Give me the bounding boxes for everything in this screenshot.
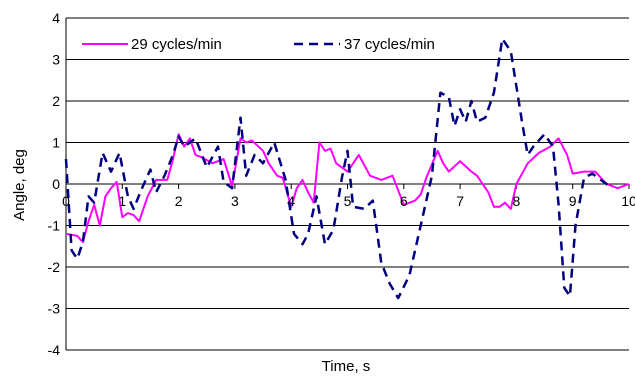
x-tick-label: 1 [118, 193, 126, 209]
y-tick-label: 0 [52, 176, 60, 192]
y-tick-label: 4 [52, 10, 60, 26]
x-tick-label: 2 [175, 193, 183, 209]
x-tick-label: 7 [456, 193, 464, 209]
axes [65, 18, 630, 350]
x-axis-label: Time, s [322, 358, 371, 375]
y-tick-label: 1 [52, 135, 60, 151]
x-tick-label: 8 [513, 193, 521, 209]
y-tick-label: -1 [48, 218, 61, 234]
x-tick-label: 0 [62, 193, 70, 209]
y-tick-label: 3 [52, 52, 60, 68]
x-tick-label: 3 [231, 193, 239, 209]
y-tick-label: -2 [48, 259, 61, 275]
x-tick-label: 5 [344, 193, 352, 209]
x-tick-label: 4 [287, 193, 295, 209]
x-tick-label: 6 [400, 193, 408, 209]
x-tick-label: 10 [621, 193, 635, 209]
series-line-0 [65, 133, 630, 244]
y-tick-label: -3 [48, 301, 61, 317]
x-tick-label: 9 [569, 193, 577, 209]
y-tick-label: -4 [48, 342, 61, 358]
series-layer [64, 37, 630, 300]
legend-label-0: 29 cycles/min [131, 36, 222, 53]
y-tick-label: 2 [52, 93, 60, 109]
legend-label-1: 37 cycles/min [344, 36, 435, 53]
y-axis-label: Angle, deg [11, 149, 28, 221]
series-line-1 [64, 37, 613, 300]
legend: 29 cycles/min 37 cycles/min [82, 36, 435, 53]
